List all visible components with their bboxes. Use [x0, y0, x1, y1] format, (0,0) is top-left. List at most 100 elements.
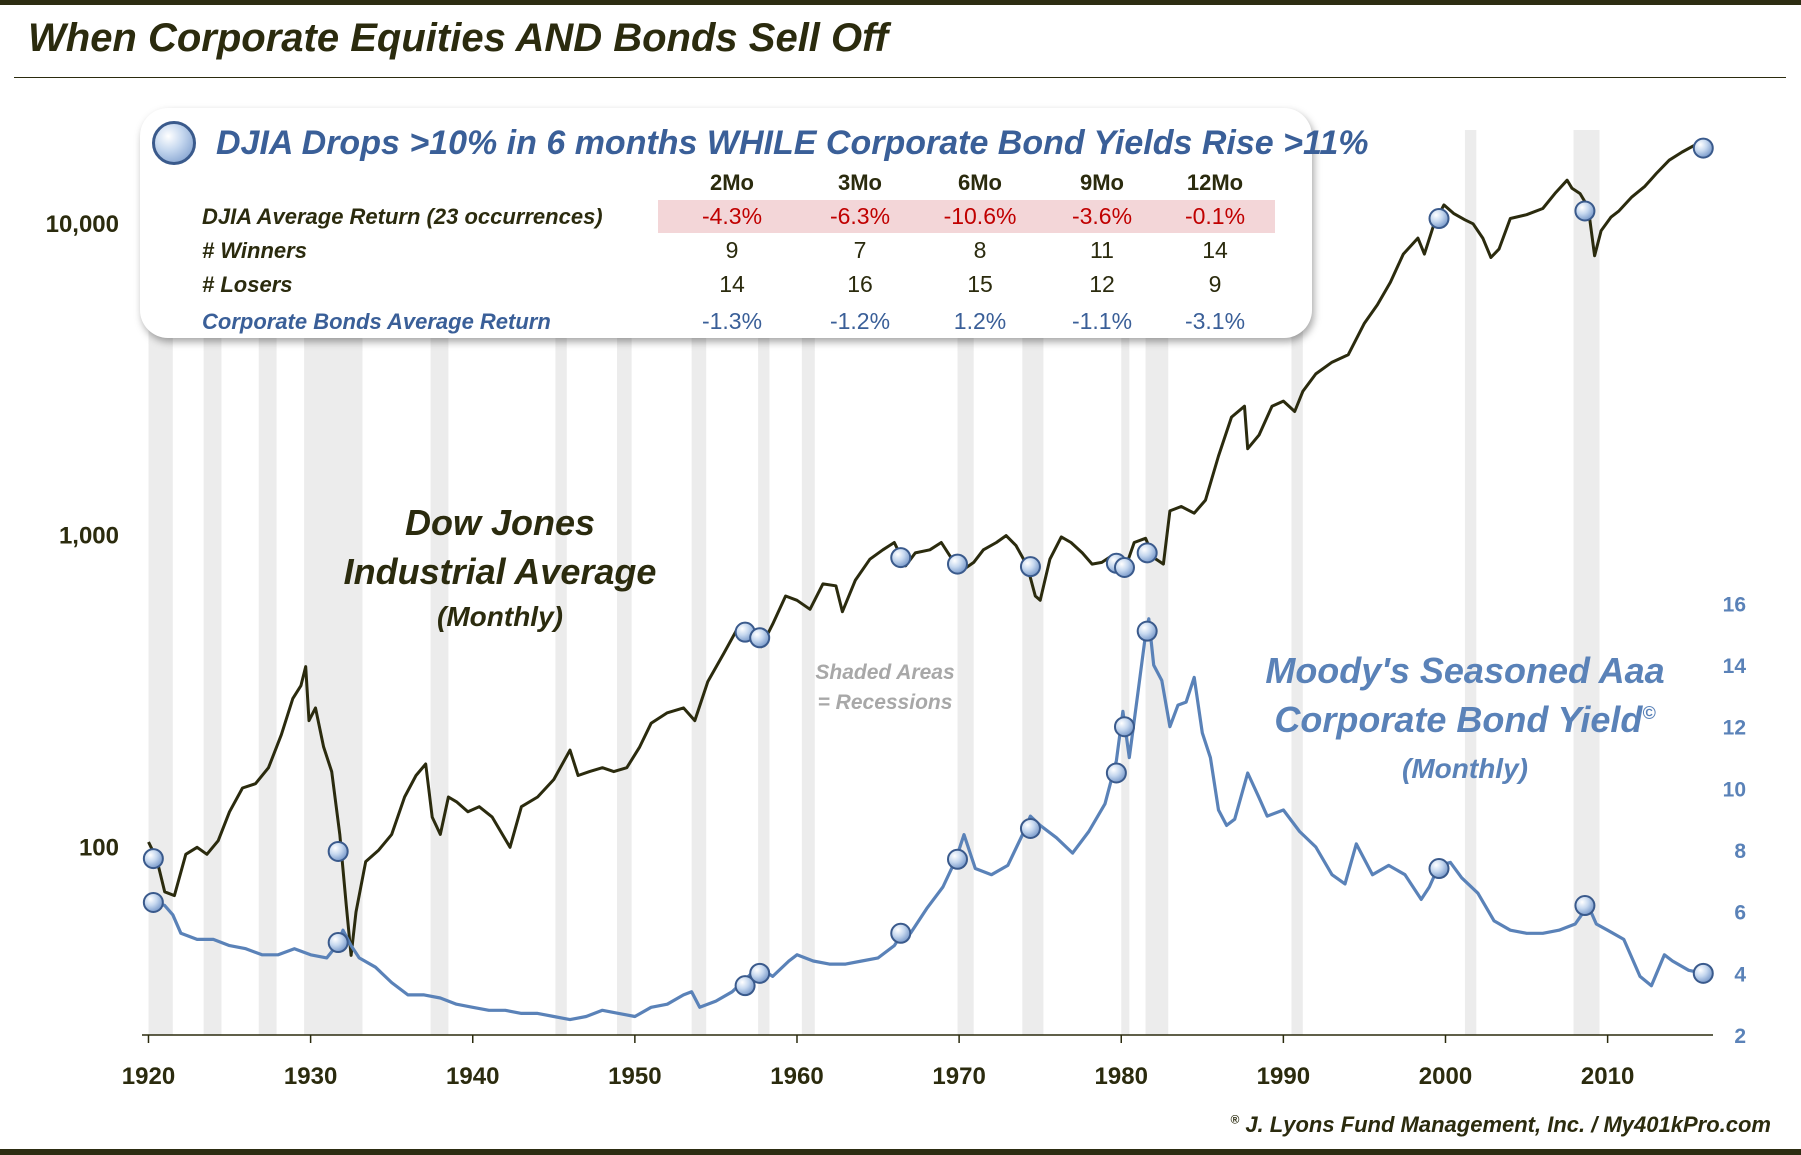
- x-tick-label: 1990: [1257, 1063, 1310, 1090]
- event-marker-dow: [1574, 200, 1596, 222]
- recession-band: [555, 130, 567, 1035]
- cell-winners-6mo: 8: [973, 237, 987, 263]
- col-header-6mo: 6Mo: [958, 170, 1002, 195]
- x-tick-label: 1960: [770, 1063, 823, 1090]
- cell-bond-return-6mo: 1.2%: [953, 308, 1007, 334]
- event-marker-bond: [1136, 620, 1158, 642]
- recession-band: [691, 130, 707, 1035]
- left-tick-label: 10,000: [46, 211, 119, 238]
- registered-mark: ®: [1230, 1112, 1240, 1127]
- cell-bond-return-9mo: -1.1%: [1071, 308, 1133, 334]
- event-marker-bond: [1428, 858, 1450, 880]
- right-tick-label: 2: [1734, 1025, 1746, 1048]
- event-marker-bond: [749, 962, 771, 984]
- right-tick-label: 10: [1723, 778, 1746, 801]
- dow-series-line: [147, 144, 1704, 957]
- x-tick-label: 2010: [1581, 1063, 1634, 1090]
- event-markers: [142, 137, 1714, 997]
- cell-djia-return-3mo: -6.3%: [829, 203, 891, 229]
- event-marker-dow: [946, 553, 968, 575]
- event-marker-dow: [1136, 542, 1158, 564]
- cell-djia-return-2mo: -4.3%: [701, 203, 763, 229]
- event-marker-dow: [142, 848, 164, 870]
- recession-band: [1291, 130, 1303, 1035]
- event-marker-bond: [1105, 762, 1127, 784]
- right-tick-label: 16: [1723, 593, 1746, 616]
- x-tick-label: 1920: [122, 1063, 175, 1090]
- event-marker-bond: [1574, 895, 1596, 917]
- copyright-text: J. Lyons Fund Management, Inc. / My401kP…: [1245, 1112, 1771, 1137]
- recession-band: [617, 130, 632, 1035]
- moody-label-line1: Moody's Seasoned Aaa: [1265, 650, 1665, 691]
- x-tick-label: 2000: [1419, 1063, 1472, 1090]
- col-header-2mo: 2Mo: [710, 170, 754, 195]
- cell-losers-6mo: 15: [967, 271, 993, 297]
- event-marker-bond: [1019, 817, 1041, 839]
- recession-band: [430, 130, 449, 1035]
- cell-bond-return-12mo: -3.1%: [1184, 308, 1246, 334]
- dow-label-line3: (Monthly): [437, 601, 563, 632]
- right-tick-label: 8: [1734, 840, 1746, 863]
- cell-bond-return-3mo: -1.2%: [829, 308, 891, 334]
- dow-label-line2: Industrial Average: [343, 551, 657, 592]
- recession-note-line1: Shaded Areas: [815, 661, 955, 684]
- legend-title: DJIA Drops >10% in 6 months WHILE Corpor…: [216, 124, 1369, 162]
- cell-djia-return-12mo: -0.1%: [1184, 203, 1246, 229]
- recession-band: [957, 130, 974, 1035]
- right-tick-label: 6: [1734, 902, 1746, 925]
- col-header-12mo: 12Mo: [1186, 170, 1244, 195]
- cell-losers-2mo: 14: [719, 271, 745, 297]
- row-label-djia-return: DJIA Average Return (23 occurrences): [202, 204, 603, 229]
- recession-band: [203, 130, 222, 1035]
- moody-label-line2: Corporate Bond Yield©: [1220, 699, 1710, 741]
- recession-band: [258, 130, 277, 1035]
- cell-winners-3mo: 7: [853, 237, 867, 263]
- event-marker-bond: [1692, 962, 1714, 984]
- event-marker-dow: [327, 840, 349, 862]
- row-label-bond-return: Corporate Bonds Average Return: [202, 309, 551, 334]
- col-header-3mo: 3Mo: [838, 170, 882, 195]
- recession-band: [1121, 130, 1130, 1035]
- moody-label-line3: (Monthly): [1402, 753, 1528, 784]
- cell-winners-12mo: 14: [1202, 237, 1228, 263]
- cell-djia-return-9mo: -3.6%: [1071, 203, 1133, 229]
- copyright-footer: ® J. Lyons Fund Management, Inc. / My401…: [1230, 1112, 1771, 1138]
- left-tick-label: 1,000: [59, 523, 119, 550]
- page-title: When Corporate Equities AND Bonds Sell O…: [28, 16, 889, 60]
- row-label-losers: # Losers: [202, 272, 293, 297]
- recession-band: [1573, 130, 1600, 1035]
- cell-djia-return-6mo: -10.6%: [943, 203, 1017, 229]
- right-tick-label: 14: [1723, 655, 1747, 678]
- right-tick-label: 4: [1734, 963, 1746, 986]
- x-tick-label: 1950: [608, 1063, 661, 1090]
- copyright-mark: ©: [1642, 703, 1656, 723]
- cell-losers-9mo: 12: [1089, 271, 1115, 297]
- dow-label-line1: Dow Jones: [404, 502, 596, 543]
- return-highlight-band: [658, 200, 1275, 233]
- bond-yield-series-line: [147, 617, 1704, 1022]
- event-marker-bond: [142, 891, 164, 913]
- legend-marker-icon: [152, 121, 196, 165]
- cell-winners-9mo: 11: [1090, 237, 1114, 263]
- event-marker-bond: [1113, 716, 1135, 738]
- event-marker-dow: [1019, 556, 1041, 578]
- recession-band: [1464, 130, 1477, 1035]
- cell-losers-12mo: 9: [1208, 271, 1222, 297]
- top-border: [0, 0, 1801, 5]
- event-marker-dow: [890, 547, 912, 569]
- row-label-winners: # Winners: [202, 238, 307, 263]
- right-tick-label: 12: [1723, 717, 1746, 740]
- event-marker-bond: [327, 932, 349, 954]
- chart-axes: 1920 1930 1940 1950 1960 1970 1980 1990 2000 2010…: [46, 211, 1747, 1090]
- left-tick-label: 100: [79, 834, 119, 861]
- x-tick-label: 1970: [932, 1063, 985, 1090]
- event-marker-bond: [890, 922, 912, 944]
- bottom-border: [0, 1149, 1801, 1155]
- col-header-9mo: 9Mo: [1080, 170, 1124, 195]
- cell-losers-3mo: 16: [847, 271, 873, 297]
- event-marker-dow: [749, 627, 771, 649]
- recession-band: [801, 130, 815, 1035]
- cell-bond-return-2mo: -1.3%: [701, 308, 763, 334]
- recession-band: [1145, 130, 1169, 1035]
- moody-label-text: Corporate Bond Yield: [1274, 699, 1643, 740]
